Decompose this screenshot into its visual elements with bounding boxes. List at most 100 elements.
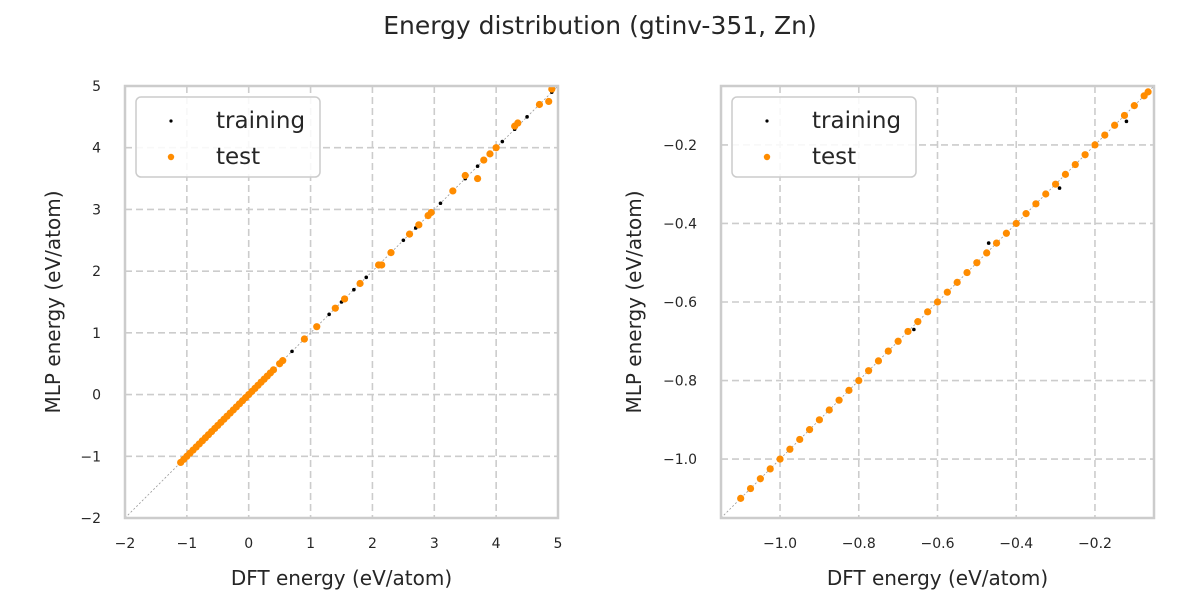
test-point (835, 396, 843, 404)
test-legend-marker (763, 153, 771, 161)
test-point (269, 366, 278, 374)
test-point (1120, 111, 1129, 120)
legend-label: training (812, 108, 901, 134)
test-point (963, 268, 971, 277)
test-point (943, 288, 951, 296)
test-point (904, 327, 912, 336)
y-tick-label: −0.6 (663, 295, 697, 311)
plot-area (125, 86, 558, 518)
test-point (1101, 131, 1109, 139)
test-point (449, 187, 457, 195)
x-tick-label: 2 (368, 536, 377, 552)
test-point (884, 347, 892, 355)
test-point (548, 86, 556, 93)
y-axis-label: MLP energy (eV/atom) (622, 190, 646, 413)
y-tick-label: 5 (92, 79, 101, 95)
test-point (1091, 141, 1099, 149)
y-tick-label: −0.2 (663, 138, 697, 154)
test-point (776, 455, 784, 463)
test-point (805, 426, 814, 434)
test-point (894, 337, 902, 345)
training-point (364, 275, 369, 280)
test-point (746, 484, 755, 493)
test-point (992, 239, 1001, 247)
training-point (1057, 186, 1062, 190)
test-point (486, 150, 494, 158)
y-tick-label: 3 (92, 202, 101, 218)
x-tick-label: −0.8 (842, 536, 876, 552)
test-point (924, 308, 932, 316)
training-legend-marker (169, 119, 173, 123)
test-point (1061, 170, 1070, 178)
y-tick-label: −2 (80, 511, 101, 527)
subplot-1: −2 −1 0 1 2 3 4 5 −2 −1 0 1 2 3 4 5 DFT energy (eV/atom)… (41, 79, 562, 590)
legend-label: test (812, 144, 856, 170)
test-point (1051, 180, 1060, 188)
training-point (438, 201, 443, 206)
axes-frame (719, 84, 1156, 520)
training-point (500, 139, 505, 144)
test-point (535, 100, 544, 109)
test-point (1071, 160, 1079, 169)
test-point (756, 475, 764, 483)
test-point (514, 119, 522, 127)
test-point (340, 295, 349, 303)
test-point (1130, 102, 1138, 110)
x-tick-label: −0.6 (921, 536, 955, 552)
test-legend-marker (167, 153, 175, 161)
training-point (290, 349, 294, 354)
test-point (415, 221, 423, 229)
legend-label: test (216, 144, 260, 170)
legend: training test (731, 96, 917, 178)
test-point (492, 144, 500, 152)
test-point (825, 406, 833, 414)
test-point (766, 465, 774, 473)
x-tick-label: −2 (115, 536, 136, 552)
test-point (1144, 88, 1152, 96)
x-tick-label: 1 (306, 536, 315, 552)
test-point (737, 494, 745, 502)
training-point (327, 312, 331, 317)
legend-box (135, 96, 321, 178)
x-axis-label: DFT energy (eV/atom) (827, 566, 1048, 590)
axes-frame (123, 84, 560, 520)
legend-box (731, 96, 917, 178)
test-point (1032, 200, 1040, 208)
test-point (845, 386, 853, 394)
y-tick-label: 2 (92, 264, 101, 280)
y-tick-label: 4 (92, 141, 101, 157)
training-point (352, 287, 356, 292)
y-tick-label: −1.0 (663, 452, 697, 468)
test-point (356, 279, 364, 288)
test-point (279, 357, 287, 365)
test-point (331, 304, 339, 312)
x-tick-label: 4 (492, 536, 501, 552)
test-point (405, 230, 414, 238)
test-point (1042, 190, 1050, 198)
test-point (1012, 219, 1020, 228)
test-point (387, 249, 395, 257)
y-tick-label: −0.8 (663, 374, 697, 390)
training-point (912, 327, 916, 332)
test-point (865, 367, 873, 375)
test-point (953, 278, 961, 286)
test-point (427, 208, 435, 217)
test-point (461, 171, 469, 180)
x-tick-label: 5 (554, 536, 563, 552)
test-point (300, 335, 308, 343)
test-point (786, 445, 794, 453)
test-point (874, 357, 883, 365)
training-point (1124, 119, 1129, 124)
legend: training test (135, 96, 321, 178)
y-tick-label: 1 (92, 326, 101, 342)
test-point (313, 323, 321, 331)
test-point (796, 435, 804, 444)
test-point (1111, 121, 1119, 129)
training-point (401, 238, 406, 243)
test-point (933, 298, 942, 306)
test-point (973, 259, 981, 267)
x-tick-label: −0.4 (999, 536, 1033, 552)
training-legend-marker (765, 119, 769, 123)
test-point (855, 376, 863, 385)
